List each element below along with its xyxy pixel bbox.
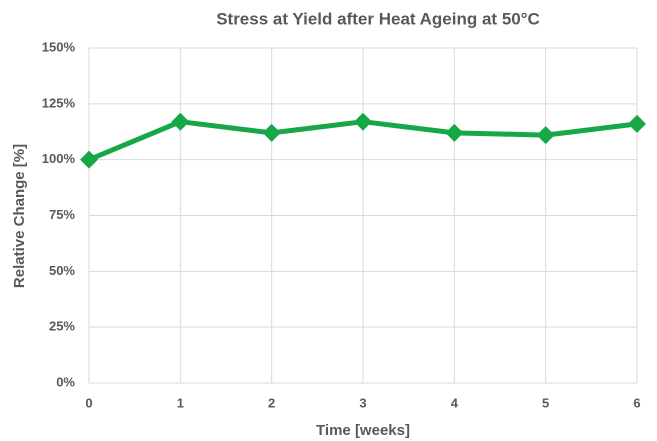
- y-tick-label: 0%: [56, 374, 75, 389]
- y-tick-label: 75%: [49, 207, 75, 222]
- marker: [445, 123, 464, 142]
- marker: [262, 123, 281, 142]
- y-tick-label: 150%: [42, 39, 76, 54]
- marker: [628, 114, 646, 133]
- y-tick-label: 125%: [42, 95, 76, 110]
- y-tick-label: 50%: [49, 263, 75, 278]
- y-axis-label: Relative Change [%]: [11, 144, 28, 288]
- x-tick-label: 3: [359, 395, 366, 410]
- x-tick-label: 5: [542, 395, 549, 410]
- marker: [171, 112, 190, 131]
- x-axis-label: Time [weeks]: [316, 422, 410, 439]
- chart-title: Stress at Yield after Heat Ageing at 50°…: [216, 9, 540, 28]
- x-tick-label: 6: [633, 395, 640, 410]
- marker: [536, 126, 555, 145]
- marker: [80, 150, 98, 169]
- y-tick-label: 100%: [42, 151, 76, 166]
- marker: [354, 112, 372, 131]
- x-tick-label: 0: [85, 395, 92, 410]
- x-tick-label: 2: [268, 395, 275, 410]
- x-tick-label: 4: [451, 395, 459, 410]
- y-tick-label: 25%: [49, 319, 75, 334]
- x-tick-label: 1: [177, 395, 184, 410]
